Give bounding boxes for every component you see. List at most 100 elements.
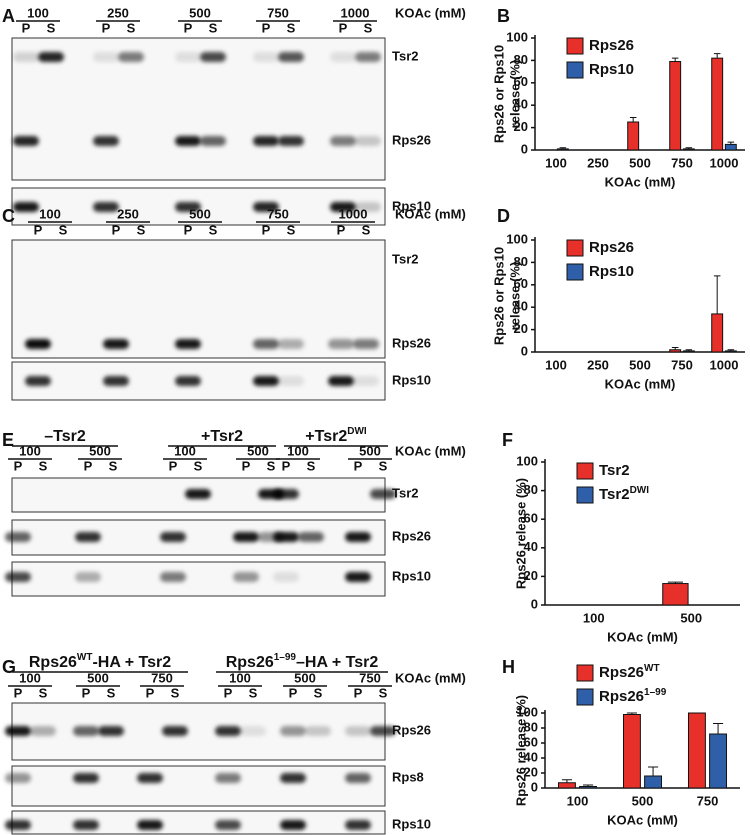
x-tick-label: 100 — [545, 357, 567, 372]
fraction-label: S — [249, 685, 258, 700]
gel-band — [160, 572, 186, 582]
x-tick-label: 100 — [567, 793, 589, 808]
x-axis-label: KOAc (mM) — [605, 376, 676, 391]
legend-swatch — [566, 61, 584, 79]
lane-label: 500 — [189, 5, 211, 20]
fraction-label: P — [354, 685, 363, 700]
gel-band — [355, 52, 381, 62]
y-tick-label: 40 — [514, 97, 528, 112]
gel-band — [253, 339, 279, 349]
gel-strip — [11, 810, 386, 835]
band-label: Rps26 — [392, 132, 431, 147]
gel-band — [175, 202, 201, 212]
unit-label: KOAc (mM) — [395, 670, 466, 685]
legend-label: Tsr2DWI — [599, 485, 649, 503]
lane-label: 100 — [174, 443, 196, 458]
fraction-label: P — [22, 20, 31, 35]
gel-band — [25, 376, 51, 386]
gel-band — [137, 773, 163, 783]
gel-band — [370, 489, 396, 499]
band-label: Rps10 — [392, 816, 431, 831]
lane-label: 500 — [359, 443, 381, 458]
gel-band — [253, 136, 279, 146]
fraction-label: S — [137, 222, 146, 237]
legend-name: Rps26 — [599, 688, 644, 705]
error-bar — [671, 57, 679, 62]
gel-band — [30, 726, 56, 736]
fraction-label: S — [364, 20, 373, 35]
fraction-label: P — [262, 222, 271, 237]
y-tick-label: 60 — [514, 74, 528, 89]
lane-label: 750 — [151, 670, 173, 685]
group-text: Rps26 — [226, 654, 274, 671]
x-axis-label: KOAc (mM) — [607, 812, 678, 827]
gel-band — [253, 202, 279, 212]
gel-band — [175, 339, 201, 349]
bar — [682, 148, 695, 151]
fraction-label: S — [379, 685, 388, 700]
error-bar — [713, 53, 721, 59]
gel-band — [175, 136, 201, 146]
gel-strip — [11, 239, 386, 359]
gel-strip — [11, 37, 386, 181]
fraction-label: S — [314, 685, 323, 700]
gel-band — [298, 532, 324, 542]
lane-label: 750 — [267, 5, 289, 20]
legend-name: Tsr2 — [599, 462, 630, 479]
y-axis-label: release (%) — [507, 60, 522, 129]
legend-swatch — [576, 664, 594, 682]
fraction-label: P — [14, 458, 23, 473]
y-axis-label: Rps26 or Rps10 — [491, 45, 506, 143]
band-label: Rps26 — [392, 722, 431, 737]
group-sup: DWI — [347, 426, 367, 437]
gel-band — [38, 52, 64, 62]
gel-band — [328, 376, 354, 386]
gel-band — [185, 489, 211, 499]
y-tick-label: 0 — [521, 141, 528, 156]
legend-swatch — [566, 239, 584, 257]
legend-swatch — [566, 37, 584, 55]
y-tick-label: 80 — [514, 52, 528, 67]
error-bar — [685, 349, 693, 351]
legend-label: Tsr2 — [599, 462, 630, 479]
error-bar — [727, 141, 735, 145]
x-tick-label: 250 — [587, 357, 609, 372]
legend-sup: 1–99 — [644, 687, 667, 698]
bar — [669, 61, 682, 151]
gel-band — [215, 726, 241, 736]
gel-band — [73, 726, 99, 736]
fraction-label: S — [39, 685, 48, 700]
gel-band — [73, 820, 99, 830]
gel-band — [175, 376, 201, 386]
fraction-label: P — [146, 685, 155, 700]
legend-swatch — [576, 486, 594, 504]
gel-band — [278, 52, 304, 62]
bar — [709, 733, 728, 789]
gel-band — [273, 532, 299, 542]
fraction-label: S — [127, 20, 136, 35]
group-text: Rps26 — [29, 654, 77, 671]
legend-swatch — [576, 462, 594, 480]
fraction-label: S — [287, 222, 296, 237]
gel-band — [93, 202, 119, 212]
gel-band — [137, 820, 163, 830]
fraction-label: S — [362, 222, 371, 237]
error-bar — [727, 349, 735, 351]
fraction-label: P — [184, 20, 193, 35]
lane-group-label: –Tsr2 — [44, 428, 86, 445]
group-text: +Tsr2 — [201, 428, 243, 445]
x-tick-label: 500 — [680, 610, 702, 625]
y-tick-label: 60 — [524, 511, 538, 526]
y-tick-label: 100 — [516, 704, 538, 719]
bar — [724, 143, 737, 151]
y-tick-label: 60 — [514, 276, 528, 291]
x-tick-label: 750 — [671, 357, 693, 372]
y-axis-label: Rps26 release (%) — [513, 478, 528, 589]
bar — [724, 350, 737, 353]
gel-band — [200, 136, 226, 146]
fraction-label: P — [102, 20, 111, 35]
bar — [682, 350, 695, 353]
group-rest: -HA + Tsr2 — [92, 654, 171, 671]
fraction-label: S — [267, 458, 276, 473]
legend-name: Rps10 — [589, 61, 634, 78]
